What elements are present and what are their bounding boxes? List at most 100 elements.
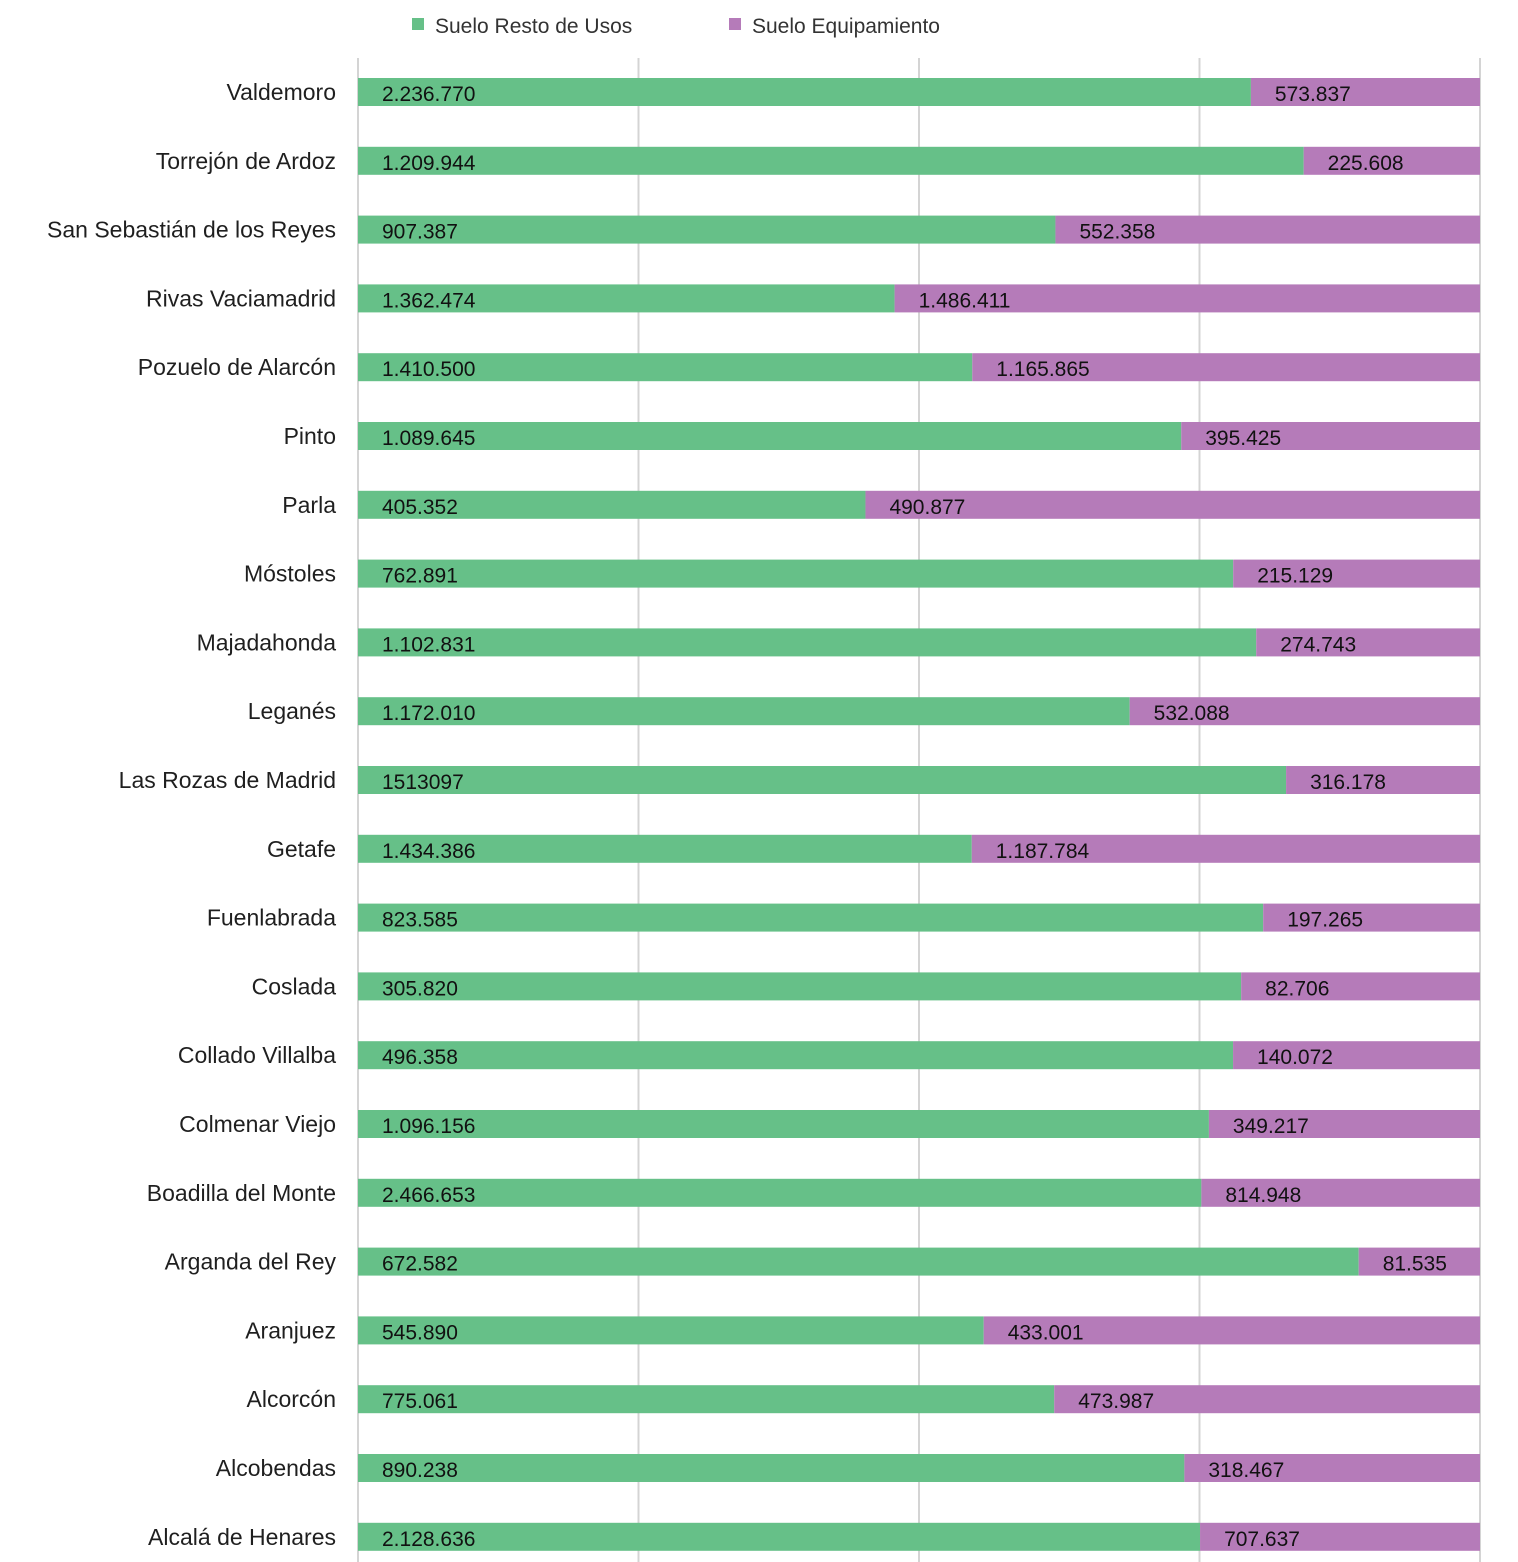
bar-segment (358, 1522, 1201, 1551)
bar-segment (1184, 1454, 1480, 1482)
category-label: Móstoles (244, 561, 336, 587)
bar-segment (358, 903, 1264, 932)
data-label: 762.891 (382, 565, 458, 588)
category-label: San Sebastián de los Reyes (47, 217, 336, 243)
category-label: Valdemoro (226, 79, 336, 105)
category-label: Collado Villalba (178, 1042, 336, 1068)
bar-segment (1250, 78, 1480, 106)
data-label: 1.434.386 (382, 840, 475, 863)
data-label: 552.358 (1079, 221, 1155, 244)
data-label: 1.209.944 (382, 152, 476, 175)
bar-segment (1241, 972, 1480, 1001)
bar-segment (358, 284, 895, 313)
data-label: 1.410.500 (382, 358, 475, 381)
bar-segment (358, 490, 866, 519)
bar-segment (358, 697, 1130, 726)
data-label: 197.265 (1287, 909, 1363, 932)
data-label: 395.425 (1205, 427, 1281, 450)
data-label: 2.466.653 (382, 1184, 475, 1207)
bar-segment (1181, 422, 1480, 450)
data-label: 775.061 (382, 1390, 458, 1413)
data-label: 1.165.865 (996, 358, 1089, 381)
category-label: Leganés (248, 698, 336, 724)
data-label: 225.608 (1328, 152, 1404, 175)
data-label: 2.236.770 (382, 83, 475, 106)
data-label: 1513097 (382, 771, 464, 794)
category-label: Fuenlabrada (207, 905, 336, 931)
category-label: Boadilla del Monte (147, 1180, 336, 1206)
data-label: 907.387 (382, 221, 458, 244)
bar-segment (358, 559, 1234, 588)
data-label: 573.837 (1275, 83, 1351, 106)
data-label: 496.358 (382, 1046, 458, 1069)
data-label: 1.362.474 (382, 289, 476, 312)
data-label: 349.217 (1233, 1115, 1309, 1138)
data-label: 1.187.784 (996, 840, 1090, 863)
data-label: 814.948 (1225, 1184, 1301, 1207)
bar-segment (358, 628, 1257, 657)
bar-segment (971, 834, 1480, 863)
bar-segment (972, 353, 1480, 382)
bar-segment (358, 422, 1182, 450)
bar-segment (358, 1041, 1234, 1070)
bar-segment (358, 78, 1251, 106)
bars (358, 78, 1480, 1551)
data-label: 890.238 (382, 1459, 458, 1482)
category-label: Getafe (267, 836, 336, 862)
bar-segment (865, 490, 1480, 519)
bar-segment (1201, 1178, 1480, 1207)
data-label: 318.467 (1208, 1459, 1284, 1482)
bar-segment (1233, 1041, 1480, 1070)
bar-segment (358, 1178, 1202, 1207)
data-label: 1.172.010 (382, 702, 475, 725)
legend-label: Suelo Equipamiento (752, 15, 940, 38)
data-label: 1.102.831 (382, 633, 475, 656)
bar-segment (894, 284, 1480, 313)
category-label: Arganda del Rey (165, 1249, 337, 1275)
category-label: Parla (282, 492, 336, 518)
bar-segment (358, 146, 1304, 175)
data-label: 473.987 (1078, 1390, 1154, 1413)
bar-segment (358, 766, 1287, 794)
category-label: Torrejón de Ardoz (156, 148, 336, 174)
bar-segment (983, 1316, 1480, 1345)
category-label: Aranjuez (245, 1317, 336, 1343)
bar-segment (358, 1385, 1055, 1414)
data-label: 215.129 (1257, 565, 1333, 588)
data-label: 82.706 (1265, 977, 1329, 1000)
data-label: 823.585 (382, 909, 458, 932)
labels: Valdemoro 2.236.770 573.837 Torrejón de Ard… (47, 79, 1447, 1551)
data-label: 274.743 (1280, 633, 1356, 656)
data-label: 672.582 (382, 1253, 458, 1276)
category-label: Pinto (284, 423, 336, 449)
category-label: Coslada (252, 973, 337, 999)
bar-segment (1208, 1110, 1480, 1138)
bar-segment (1129, 697, 1480, 726)
bar-segment (1233, 559, 1480, 588)
bar-segment (358, 972, 1242, 1001)
data-label: 405.352 (382, 496, 458, 519)
category-label: Alcobendas (216, 1455, 336, 1481)
category-label: Alcalá de Henares (148, 1524, 336, 1550)
bar-segment (358, 353, 973, 382)
bar-segment (358, 1316, 984, 1345)
bar-segment (358, 1247, 1359, 1276)
data-label: 1.096.156 (382, 1115, 475, 1138)
bar-segment (1303, 146, 1480, 175)
category-label: Pozuelo de Alarcón (138, 354, 336, 380)
data-label: 316.178 (1310, 771, 1386, 794)
category-label: Colmenar Viejo (179, 1111, 336, 1137)
data-label: 532.088 (1154, 702, 1230, 725)
legend-swatch (412, 18, 424, 30)
legend: Suelo Resto de Usos Suelo Equipamiento (412, 15, 940, 38)
data-label: 433.001 (1008, 1321, 1084, 1344)
bar-segment (1263, 903, 1480, 932)
category-label: Alcorcón (247, 1386, 336, 1412)
bar-segment (358, 1110, 1209, 1138)
bar-segment (358, 215, 1056, 244)
data-label: 1.486.411 (919, 289, 1011, 312)
data-label: 2.128.636 (382, 1528, 475, 1551)
bar-segment (1286, 766, 1480, 794)
data-label: 305.820 (382, 977, 458, 1000)
